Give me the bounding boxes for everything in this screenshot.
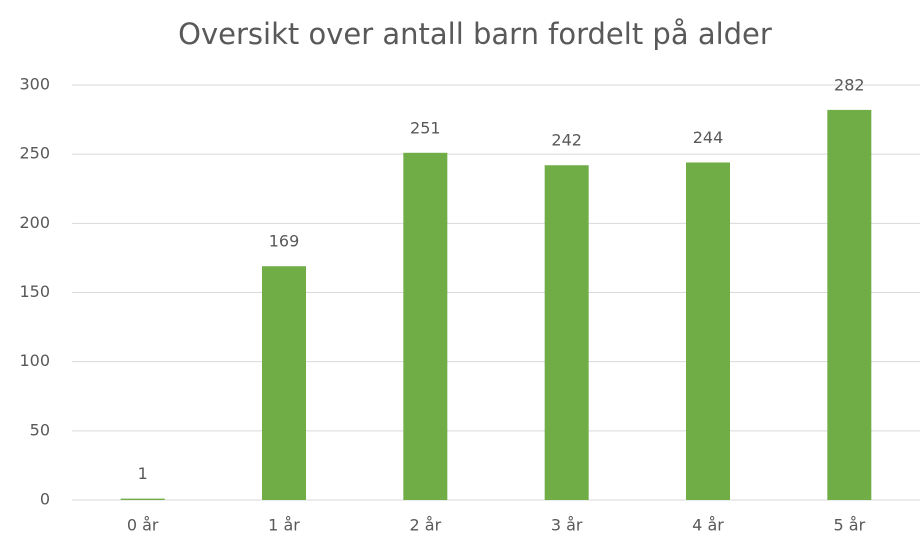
x-tick-label: 0 år [127,516,159,535]
bar [827,109,872,501]
x-tick-label: 1 år [268,516,300,535]
x-tick-label: 3 år [551,516,583,535]
bar [403,152,448,501]
x-tick-label: 2 år [410,516,442,535]
y-tick-label: 100 [19,351,50,370]
y-tick-label: 300 [19,75,50,94]
y-tick-label: 150 [19,282,50,301]
data-label: 169 [269,232,300,251]
data-label: 242 [551,131,582,150]
y-tick-label: 200 [19,213,50,232]
y-tick-label: 250 [19,144,50,163]
chart-title: Oversikt over antall barn fordelt på ald… [178,17,772,51]
data-label: 251 [410,118,441,137]
data-label: 1 [138,464,148,483]
data-label: 282 [834,75,865,94]
bar [686,162,730,500]
y-tick-label: 50 [30,420,50,439]
x-tick-label: 5 år [834,516,866,535]
x-tick-label: 4 år [692,516,724,535]
data-label: 244 [693,128,724,147]
bar [262,266,306,500]
y-tick-label: 0 [40,490,50,509]
bar [120,498,165,500]
bar [544,165,589,500]
